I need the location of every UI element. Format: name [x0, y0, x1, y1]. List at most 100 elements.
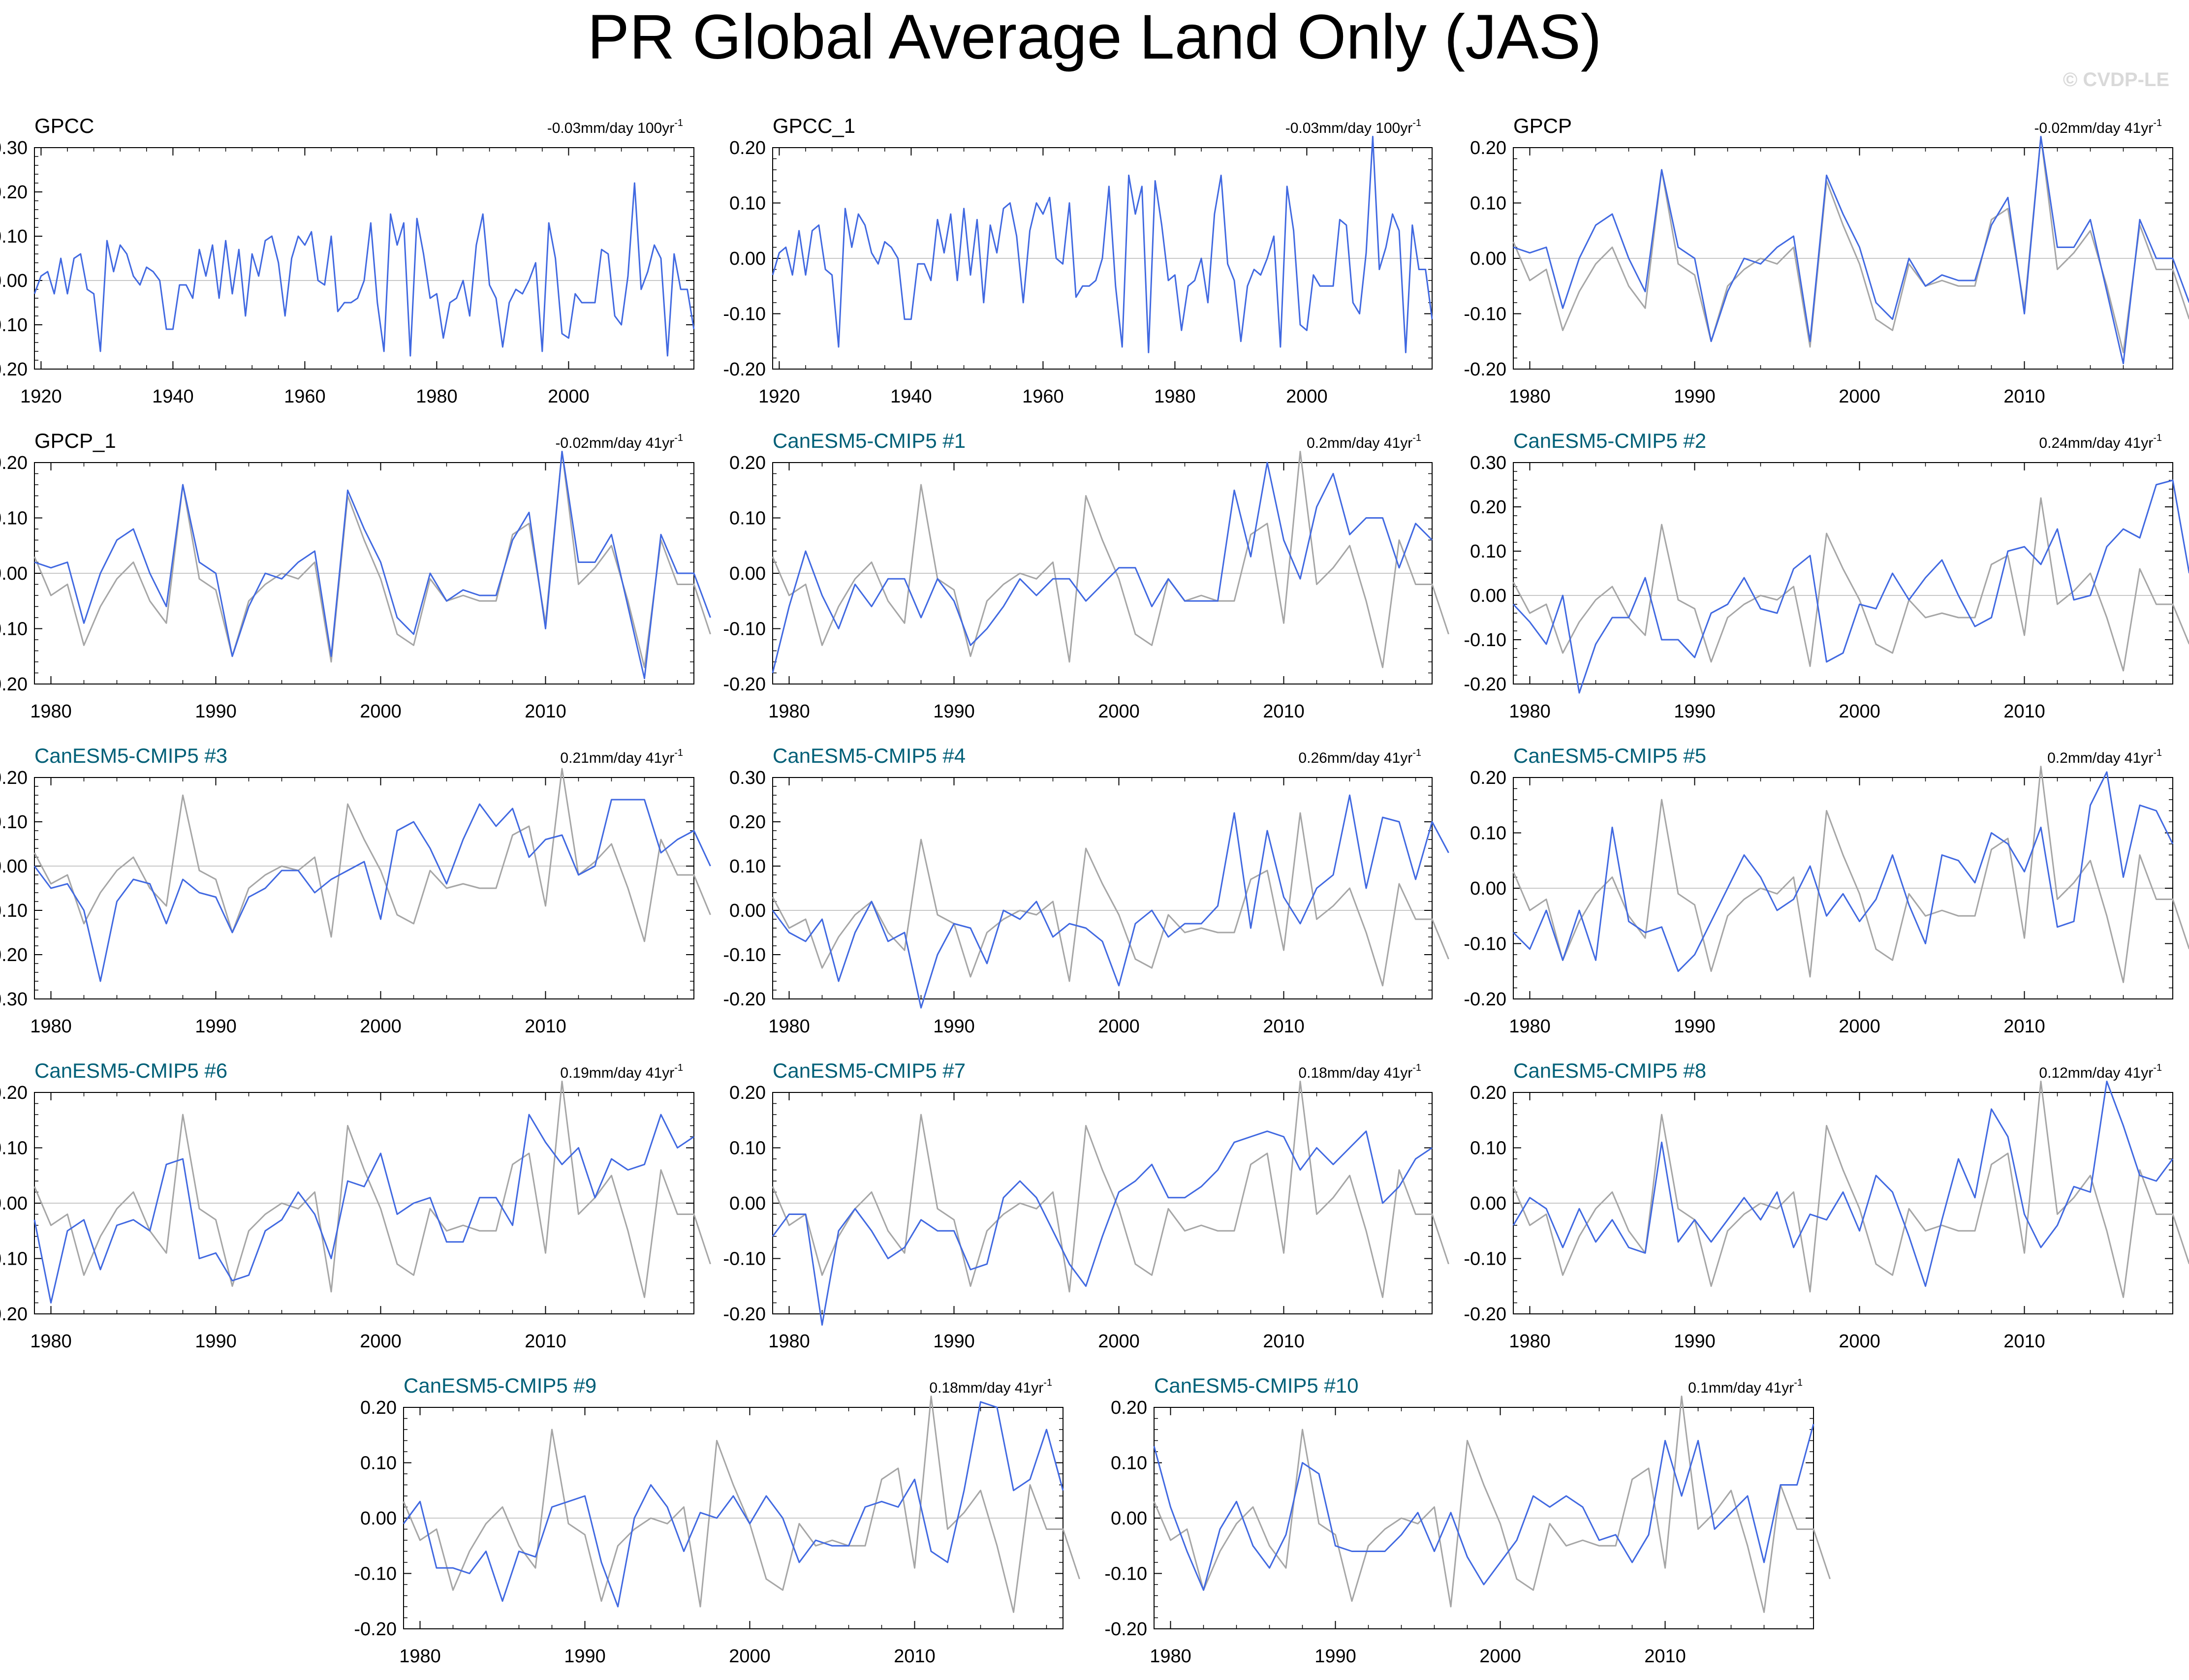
y-tick-label: 0.20 — [1470, 768, 1506, 788]
x-tick-label: 1980 — [768, 1016, 810, 1037]
y-tick-label: 0.20 — [729, 453, 766, 473]
panel-title: GPCP — [1513, 114, 1572, 137]
y-tick-label: 0.10 — [729, 856, 766, 877]
x-tick-label: 2000 — [360, 1016, 402, 1037]
plot-frame — [34, 147, 694, 370]
chart-panel-11: -0.20 -0.10 0.00 0.10 0.20 1980 1990 2000 2010 Ca… — [723, 1059, 1449, 1352]
y-tick-label: 0.30 — [1470, 453, 1506, 473]
y-tick-label: -0.10 — [1464, 630, 1506, 651]
x-tick-label: 2010 — [2003, 1016, 2045, 1037]
x-tick-label: 1980 — [1509, 386, 1551, 407]
x-tick-label: 2000 — [1839, 1016, 1880, 1037]
x-tick-label: 1980 — [30, 1016, 72, 1037]
y-tick-label: 0.20 — [1470, 497, 1506, 518]
trend-value: 0.1mm/day 41yr — [1688, 1380, 1794, 1396]
series-line-reference — [1512, 766, 2189, 983]
x-tick-label: 1960 — [1022, 386, 1064, 407]
y-tick-label: -0.20 — [723, 1304, 766, 1325]
chart-panel-13: -0.20 -0.10 0.00 0.10 0.20 1980 1990 2000 2010 Ca… — [354, 1374, 1080, 1667]
y-tick-label: -0.20 — [1464, 359, 1506, 380]
x-tick-label: 1980 — [1154, 386, 1196, 407]
series-line-reference — [1512, 136, 2189, 353]
y-tick-label: -0.30 — [0, 989, 28, 1010]
trend-value: -0.02mm/day 41yr — [2034, 120, 2153, 136]
chart-panel-3: -0.20 -0.10 0.00 0.10 0.20 1980 1990 2000 2010 GP… — [1464, 114, 2189, 407]
x-tick-label: 1920 — [20, 386, 62, 407]
x-tick-label: 2000 — [1839, 1331, 1880, 1352]
x-tick-label: 2000 — [1098, 1016, 1140, 1037]
figure-title: PR Global Average Land Only (JAS) — [587, 2, 1602, 72]
panel-title: CanESM5-CMIP5 #7 — [773, 1059, 966, 1082]
y-tick-label: -0.10 — [0, 901, 28, 921]
y-tick-label: 0.10 — [1470, 823, 1506, 844]
y-tick-label: -0.20 — [1104, 1619, 1147, 1640]
series-line-primary — [1153, 1424, 1814, 1591]
x-tick-label: 1990 — [1674, 1016, 1716, 1037]
x-tick-label: 2000 — [729, 1646, 771, 1667]
trend-label: -0.03mm/day 100yr-1 — [547, 118, 683, 136]
y-tick-label: 0.10 — [1470, 541, 1506, 562]
x-tick-label: 2010 — [894, 1646, 936, 1667]
panel-title: CanESM5-CMIP5 #8 — [1513, 1059, 1706, 1082]
x-tick-label: 1920 — [758, 386, 800, 407]
x-tick-label: 2010 — [1263, 1016, 1305, 1037]
series-line-reference — [1153, 1396, 1831, 1613]
trend-exponent: -1 — [2153, 1062, 2162, 1073]
y-tick-label: 0.20 — [0, 182, 28, 203]
series-line-primary — [1512, 1081, 2174, 1287]
trend-exponent: -1 — [1794, 1377, 1803, 1388]
series-line-primary — [772, 794, 1449, 1009]
y-tick-label: -0.20 — [723, 359, 766, 380]
y-tick-label: -0.10 — [723, 304, 766, 325]
x-tick-label: 2000 — [1839, 386, 1880, 407]
trend-value: -0.03mm/day 100yr — [1285, 120, 1412, 136]
trend-label: 0.18mm/day 41yr-1 — [929, 1377, 1052, 1396]
y-tick-label: -0.20 — [0, 359, 28, 380]
watermark-text: © CVDP-LE — [2063, 69, 2169, 91]
y-tick-label: 0.00 — [0, 1193, 28, 1214]
x-tick-label: 2000 — [1098, 1331, 1140, 1352]
trend-value: 0.24mm/day 41yr — [2039, 435, 2153, 451]
trend-label: 0.21mm/day 41yr-1 — [560, 747, 683, 766]
chart-panel-9: -0.20 -0.10 0.00 0.10 0.20 1980 1990 2000 2010 Ca… — [1464, 744, 2189, 1037]
x-tick-label: 1990 — [195, 701, 237, 722]
trend-exponent: -1 — [674, 1062, 683, 1073]
x-tick-label: 1990 — [1674, 701, 1716, 722]
x-tick-label: 2010 — [525, 1331, 566, 1352]
y-tick-label: 0.20 — [0, 768, 28, 788]
y-tick-label: -0.20 — [354, 1619, 397, 1640]
y-tick-label: -0.10 — [0, 315, 28, 336]
y-tick-label: 0.20 — [729, 812, 766, 833]
series-line-reference — [33, 451, 711, 668]
x-tick-label: 1990 — [933, 701, 975, 722]
chart-panel-7: -0.30 -0.20 -0.10 0.00 0.10 0.20 1980 1990 2000 2… — [0, 744, 711, 1037]
trend-label: 0.2mm/day 41yr-1 — [2047, 747, 2162, 766]
y-tick-label: 0.00 — [360, 1508, 397, 1529]
y-tick-label: -0.20 — [0, 1304, 28, 1325]
y-tick-label: -0.20 — [0, 674, 28, 695]
x-tick-label: 1980 — [1150, 1646, 1191, 1667]
x-tick-label: 2000 — [1839, 701, 1880, 722]
y-tick-label: -0.10 — [723, 1249, 766, 1270]
x-tick-label: 2000 — [548, 386, 590, 407]
series-line-reference — [772, 451, 1449, 668]
y-tick-label: 0.00 — [1470, 878, 1506, 899]
x-tick-label: 2010 — [2003, 386, 2045, 407]
plot-frame — [1513, 462, 2173, 684]
plot-frame — [772, 777, 1433, 999]
x-tick-label: 1980 — [1509, 1331, 1551, 1352]
panel-title: CanESM5-CMIP5 #10 — [1154, 1374, 1359, 1397]
x-tick-label: 1940 — [152, 386, 194, 407]
trend-exponent: -1 — [674, 433, 683, 443]
y-tick-label: 0.30 — [0, 138, 28, 158]
panel-title: CanESM5-CMIP5 #4 — [773, 744, 966, 767]
trend-exponent: -1 — [2153, 747, 2162, 758]
x-tick-label: 1980 — [1509, 701, 1551, 722]
series-line-reference — [33, 768, 711, 942]
chart-panel-2: -0.20 -0.10 0.00 0.10 0.20 1920 1940 1960 1980 20… — [723, 114, 1433, 407]
x-tick-label: 1990 — [195, 1331, 237, 1352]
trend-exponent: -1 — [1412, 1062, 1421, 1073]
trend-value: 0.26mm/day 41yr — [1298, 750, 1412, 766]
y-tick-label: 0.00 — [729, 563, 766, 584]
y-tick-label: 0.00 — [1111, 1508, 1147, 1529]
